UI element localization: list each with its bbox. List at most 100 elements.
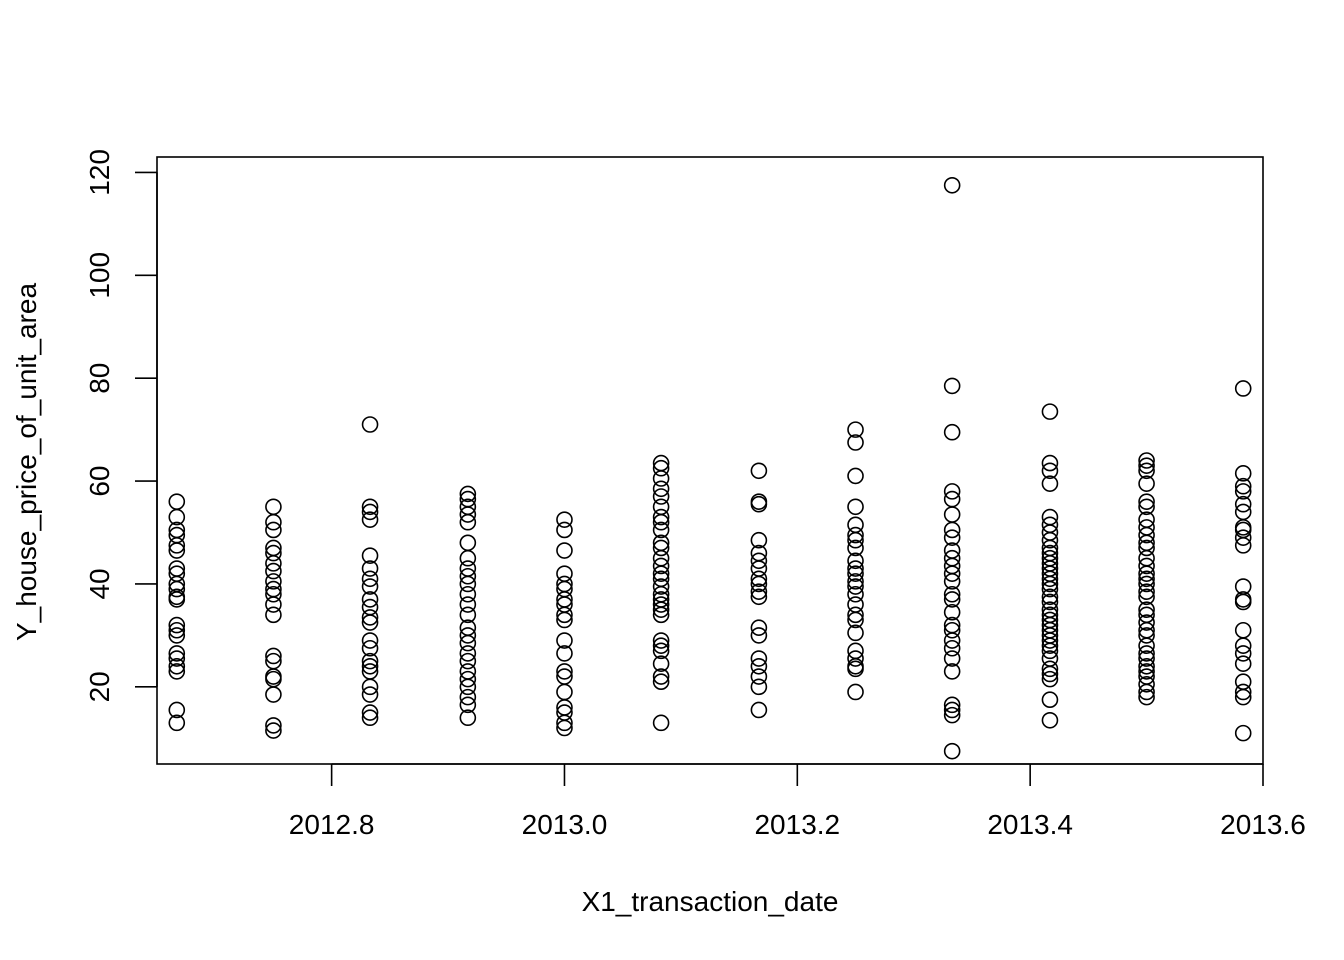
- data-point: [652, 459, 670, 477]
- data-point: [750, 588, 768, 606]
- data-point: [847, 660, 864, 678]
- data-point: [1234, 477, 1252, 495]
- y-axis: 20 40 60 80 100 120: [84, 149, 158, 702]
- data-point: [1138, 498, 1155, 516]
- data-point: [1138, 539, 1155, 557]
- data-point: [652, 513, 670, 531]
- data-point: [459, 534, 477, 552]
- data-point: [556, 521, 573, 539]
- data-point: [1138, 575, 1155, 593]
- data-point: [459, 506, 477, 523]
- data-point: [1138, 588, 1155, 606]
- data-point: [1138, 462, 1155, 480]
- data-point: [943, 565, 961, 582]
- data-point: [361, 709, 379, 727]
- data-point: [750, 462, 768, 480]
- data-point: [361, 511, 379, 528]
- data-point: [847, 624, 864, 642]
- data-point: [847, 606, 864, 624]
- data-point: [847, 552, 864, 570]
- data-point: [556, 511, 573, 528]
- data-point: [847, 650, 864, 667]
- data-point: [168, 645, 186, 662]
- data-point: [943, 483, 961, 500]
- data-point: [1138, 583, 1155, 600]
- data-point: [459, 627, 477, 644]
- data-point: [943, 423, 961, 441]
- data-point: [652, 557, 670, 575]
- data-point: [1138, 683, 1155, 701]
- data-point: [361, 657, 379, 675]
- data-point: [168, 621, 186, 639]
- data-point: [1138, 565, 1155, 582]
- data-point: [556, 606, 573, 624]
- data-point: [459, 634, 477, 652]
- data-point: [361, 416, 379, 433]
- data-point: [361, 632, 379, 649]
- data-point: [168, 663, 186, 680]
- data-point: [847, 498, 864, 516]
- data-point: [750, 531, 768, 549]
- data-point: [459, 567, 477, 585]
- data-point: [1041, 691, 1059, 708]
- data-point: [556, 719, 573, 737]
- x-tick-label: 2013.4: [987, 809, 1073, 840]
- data-point: [652, 521, 670, 539]
- data-point: [1234, 621, 1252, 639]
- data-point: [652, 480, 670, 498]
- data-point: [1138, 570, 1155, 588]
- data-point: [847, 565, 864, 582]
- data-point: [361, 591, 379, 608]
- data-point: [459, 645, 477, 662]
- data-point: [943, 696, 961, 714]
- data-point: [1041, 588, 1059, 606]
- data-point: [750, 650, 768, 667]
- data-point: [847, 531, 864, 549]
- data-point: [459, 709, 477, 727]
- data-point: [943, 663, 961, 680]
- data-point: [168, 591, 186, 608]
- data-point: [556, 714, 573, 732]
- data-point: [847, 573, 864, 590]
- data-point: [1234, 683, 1252, 701]
- data-point: [652, 488, 670, 505]
- data-point: [459, 575, 477, 593]
- data-point: [1041, 665, 1059, 683]
- data-point: [459, 585, 477, 603]
- data-points: [168, 176, 1252, 760]
- data-point: [943, 176, 961, 194]
- data-point: [459, 485, 477, 503]
- data-point: [1234, 495, 1252, 513]
- data-point: [943, 650, 961, 667]
- data-point: [265, 606, 282, 624]
- data-point: [1234, 637, 1252, 654]
- data-point: [1138, 650, 1155, 667]
- data-point: [943, 639, 961, 657]
- data-point: [459, 549, 477, 567]
- data-point: [943, 701, 961, 719]
- data-point: [556, 683, 573, 701]
- data-point: [265, 686, 282, 703]
- data-point: [556, 611, 573, 629]
- data-point: [1234, 529, 1252, 546]
- data-point: [847, 421, 864, 438]
- x-axis: 2012.8 2013.0 2013.2 2013.4 2013.6: [289, 763, 1306, 840]
- data-point: [943, 706, 961, 724]
- data-point: [168, 580, 186, 598]
- data-point: [361, 547, 379, 564]
- data-point: [361, 570, 379, 588]
- data-point: [265, 596, 282, 613]
- data-point: [1041, 462, 1059, 480]
- data-point: [847, 560, 864, 577]
- plot-frame: [156, 156, 1264, 765]
- data-point: [750, 657, 768, 675]
- data-point: [265, 717, 282, 734]
- data-point: [361, 498, 379, 516]
- data-point: [361, 578, 379, 595]
- data-point: [1041, 670, 1059, 688]
- data-point: [265, 647, 282, 665]
- y-tick-label: 20: [84, 671, 115, 702]
- data-point: [168, 657, 186, 675]
- data-point: [652, 637, 670, 654]
- data-point: [1234, 593, 1252, 611]
